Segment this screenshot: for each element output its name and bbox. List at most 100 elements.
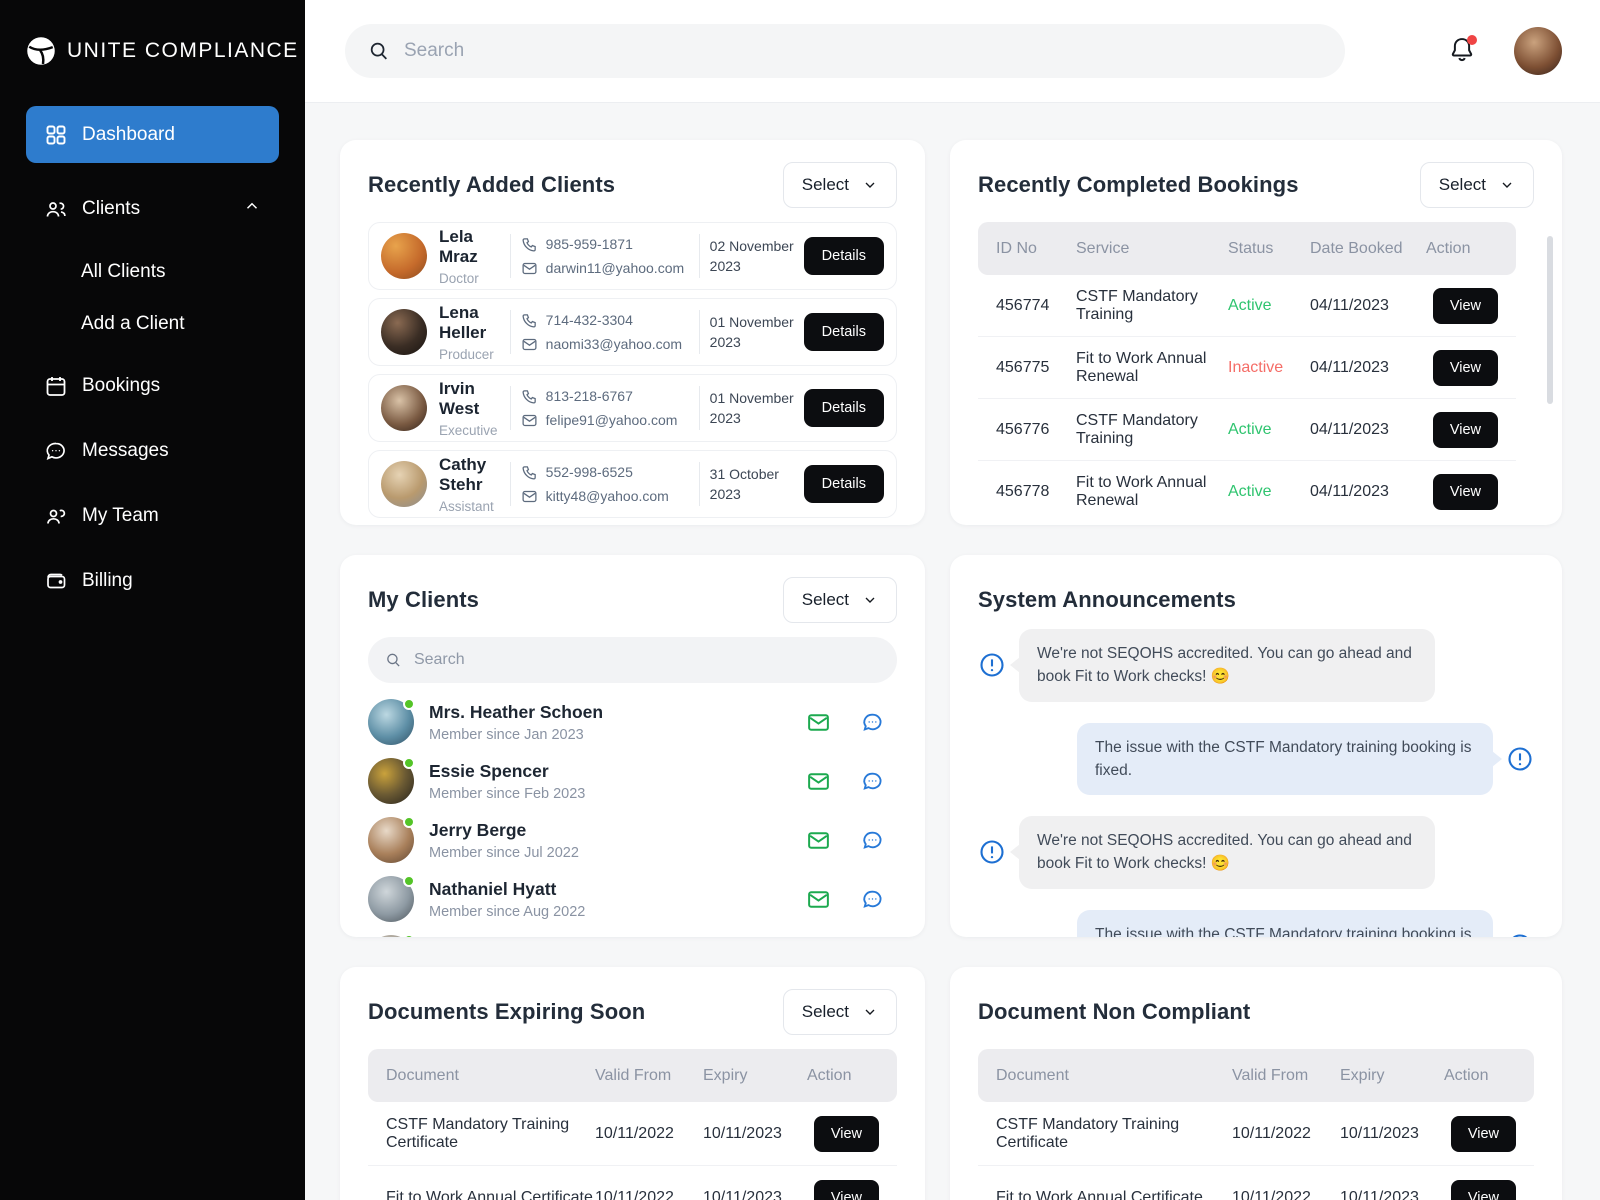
view-button[interactable]: View (813, 1115, 879, 1152)
chat-icon[interactable] (860, 887, 885, 912)
phone-icon (522, 313, 536, 328)
sidebar-item-label: Messages (82, 440, 169, 461)
member-since: Member since Jul 2022 (429, 844, 579, 861)
details-button[interactable]: Details (803, 389, 884, 427)
avatar (368, 816, 415, 863)
chevron-down-icon (865, 597, 875, 603)
client-email: darwin11@yahoo.com (545, 260, 685, 276)
recently-completed-bookings-card: Recently Completed Bookings Select ID No… (950, 140, 1562, 525)
online-status-dot (403, 875, 415, 887)
member-since: Member since Aug 2022 (429, 903, 586, 920)
view-button[interactable]: View (1450, 1115, 1516, 1152)
brand-logo-icon (26, 36, 56, 66)
sidebar-item-label: Dashboard (82, 123, 175, 145)
search-icon (368, 40, 390, 62)
client-row: Cathy Stehr Assistant 552-998-6525 kitty… (368, 450, 897, 518)
notification-dot (1467, 35, 1477, 45)
view-button[interactable]: View (1432, 474, 1498, 510)
details-button[interactable]: Details (803, 465, 884, 503)
view-button[interactable]: View (1432, 411, 1498, 448)
announcement-bubble: We're not SEQOHS accredited. You can go … (1010, 816, 1435, 889)
details-button[interactable]: Details (803, 313, 884, 351)
phone-icon (522, 465, 536, 480)
client-phone: 985-959-1871 (545, 236, 633, 252)
brand-name: UNITE COMPLIANCE (67, 39, 299, 62)
sidebar-item-all-clients[interactable]: All Clients (26, 250, 279, 294)
sidebar-item-clients[interactable]: Clients (26, 185, 279, 233)
card-title: Recently Completed Bookings (978, 172, 1299, 197)
card-title: Document Non Compliant (978, 999, 1251, 1024)
avatar (381, 233, 427, 279)
client-email: felipe91@yahoo.com (545, 412, 678, 428)
chat-icon[interactable] (860, 828, 885, 853)
email-icon (522, 338, 537, 350)
member-since: Member since Feb 2023 (429, 785, 586, 802)
notifications-bell-icon[interactable] (1448, 35, 1478, 67)
sidebar-item-my-team[interactable]: My Team (26, 492, 279, 540)
announcement: We're not SEQOHS accredited. You can go … (978, 816, 1534, 889)
client-name: Essie Spencer (429, 760, 549, 781)
docs-expiring-select[interactable]: Select (782, 989, 897, 1035)
sidebar-item-add-a-client[interactable]: Add a Client (26, 302, 279, 346)
client-name: Cathy Stehr (439, 454, 487, 494)
sidebar-item-messages[interactable]: Messages (26, 427, 279, 475)
view-button[interactable]: View (813, 1180, 879, 1200)
topbar (305, 0, 1600, 103)
client-row: Lena Heller Producer 714-432-3304 naomi3… (368, 298, 897, 366)
mail-icon[interactable] (806, 828, 831, 853)
document-non-compliant-card: Document Non Compliant Document Valid Fr… (950, 967, 1562, 1200)
recent-clients-select[interactable]: Select (782, 162, 897, 208)
card-title: My Clients (368, 587, 480, 612)
chat-icon[interactable] (860, 710, 885, 735)
sidebar-item-label: My Team (82, 505, 159, 526)
avatar (381, 309, 427, 355)
mail-icon[interactable] (806, 769, 831, 794)
sidebar-item-label: All Clients (81, 261, 166, 282)
client-phone: 552-998-6525 (545, 464, 633, 480)
announcement: The issue with the CSTF Mandatory traini… (978, 722, 1534, 795)
client-phone: 813-218-6767 (545, 388, 633, 404)
mail-icon[interactable] (806, 887, 831, 912)
view-button[interactable]: View (1432, 349, 1498, 386)
my-clients-card: My Clients Select Mrs. Heather Schoen Me… (340, 555, 925, 937)
view-button[interactable]: View (1432, 287, 1498, 324)
avatar (368, 698, 415, 745)
my-clients-search-input[interactable] (413, 651, 880, 669)
chevron-down-icon (1502, 182, 1512, 188)
team-icon (44, 504, 68, 528)
sidebar-item-dashboard[interactable]: Dashboard (26, 106, 279, 163)
system-announcements-card: System Announcements We're not SEQOHS ac… (950, 555, 1562, 937)
view-button[interactable]: View (1450, 1180, 1516, 1200)
client-role: Assistant (439, 498, 494, 514)
client-date: 01 November 2023 (709, 313, 794, 350)
client-date: 02 November 2023 (709, 237, 794, 274)
info-icon (1506, 745, 1534, 773)
list-item: Jerry Berge Member since Jul 2022 (368, 816, 897, 863)
table-row: CSTF Mandatory Training Certificate 10/1… (368, 1102, 897, 1166)
sidebar-item-label: Add a Client (81, 313, 185, 334)
details-button[interactable]: Details (803, 237, 884, 275)
sidebar-item-bookings[interactable]: Bookings (26, 362, 279, 410)
card-title: Recently Added Clients (368, 172, 616, 197)
mail-icon[interactable] (806, 710, 831, 735)
sidebar-nav: Dashboard Clients All Clients Add a Clie… (0, 92, 305, 605)
announcement-bubble: The issue with the CSTF Mandatory traini… (1077, 722, 1502, 795)
dashboard-grid-icon (44, 123, 68, 147)
client-role: Doctor (439, 270, 479, 286)
announcement: We're not SEQOHS accredited. You can go … (978, 629, 1534, 702)
info-icon (978, 838, 1006, 866)
bookings-select[interactable]: Select (1419, 162, 1534, 208)
client-phone: 714-432-3304 (545, 312, 633, 328)
table-row: 456778 Fit to Work Annual Renewal Active… (978, 461, 1516, 523)
search-icon (387, 653, 400, 667)
email-icon (522, 414, 537, 426)
client-row: Lela Mraz Doctor 985-959-1871 darwin11@y… (368, 222, 897, 290)
table-scrollbar[interactable] (1547, 236, 1553, 404)
user-avatar[interactable] (1514, 27, 1562, 75)
my-clients-select[interactable]: Select (782, 577, 897, 623)
search-input[interactable] (404, 40, 1322, 62)
sidebar-item-billing[interactable]: Billing (26, 557, 279, 605)
table-row: 456774 CSTF Mandatory Training Active 04… (978, 275, 1516, 337)
chat-icon[interactable] (860, 769, 885, 794)
chevron-down-icon (865, 1009, 875, 1015)
